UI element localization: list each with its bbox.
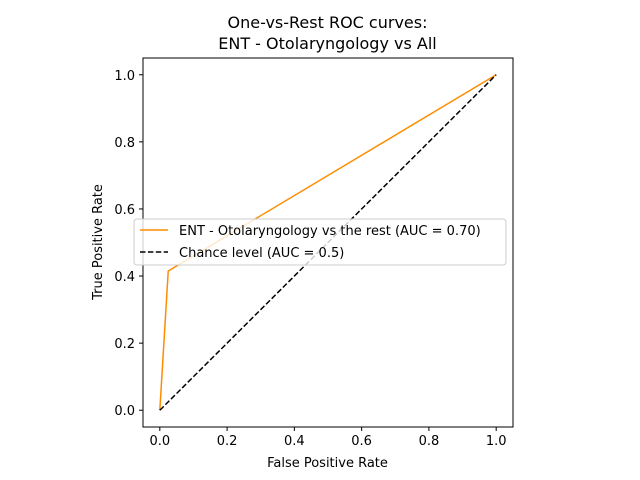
y-axis: 0.0 0.2 0.4 0.6 0.8 1.0 bbox=[114, 69, 143, 419]
x-tick-label: 0.4 bbox=[284, 434, 305, 449]
legend: ENT - Otolaryngology vs the rest (AUC = … bbox=[133, 218, 507, 266]
legend-box bbox=[133, 218, 507, 266]
y-tick-label: 0.8 bbox=[114, 136, 135, 151]
x-tick-label: 1.0 bbox=[486, 434, 507, 449]
y-tick-label: 0.4 bbox=[114, 270, 135, 285]
x-tick-label: 0.2 bbox=[217, 434, 238, 449]
chart-title-line-2: ENT - Otolaryngology vs All bbox=[218, 34, 437, 53]
roc-curve-line bbox=[159, 74, 497, 411]
x-axis: 0.0 0.2 0.4 0.6 0.8 1.0 bbox=[149, 427, 507, 449]
y-tick-label: 0.6 bbox=[114, 203, 135, 218]
x-tick-label: 0.0 bbox=[149, 434, 170, 449]
y-axis-label: True Positive Rate bbox=[91, 184, 106, 301]
y-tick-label: 0.0 bbox=[114, 404, 135, 419]
y-tick-label: 1.0 bbox=[114, 69, 135, 84]
legend-label-roc: ENT - Otolaryngology vs the rest (AUC = … bbox=[179, 224, 481, 239]
x-axis-label: False Positive Rate bbox=[267, 456, 388, 471]
chart-title-line-1: One-vs-Rest ROC curves: bbox=[228, 13, 428, 32]
x-tick-label: 0.8 bbox=[419, 434, 440, 449]
x-tick-label: 0.6 bbox=[351, 434, 372, 449]
y-tick-label: 0.2 bbox=[114, 337, 135, 352]
legend-label-chance: Chance level (AUC = 0.5) bbox=[179, 246, 344, 261]
